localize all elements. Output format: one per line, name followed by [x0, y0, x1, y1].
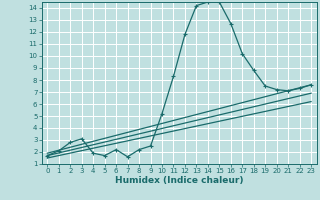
X-axis label: Humidex (Indice chaleur): Humidex (Indice chaleur) — [115, 176, 244, 185]
